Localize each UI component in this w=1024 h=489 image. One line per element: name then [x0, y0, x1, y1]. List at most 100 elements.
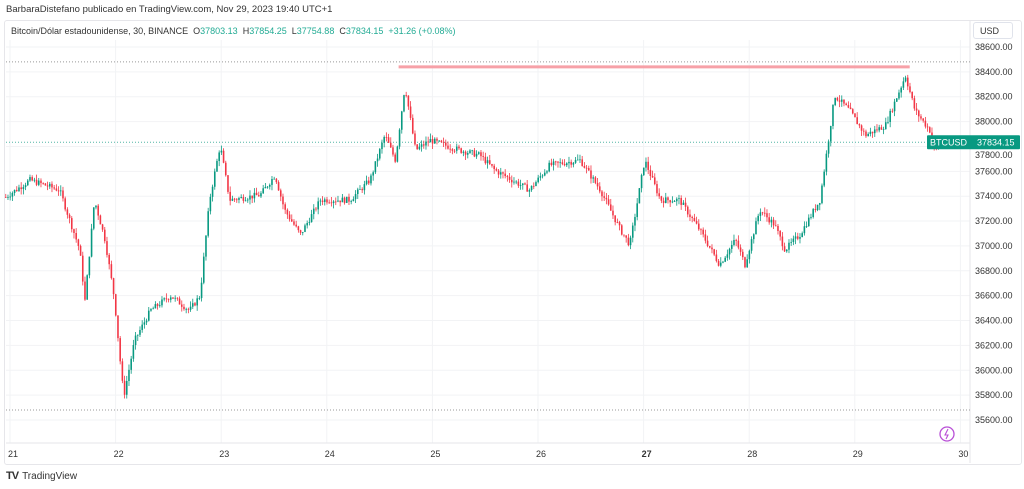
- candle-body: [814, 209, 817, 211]
- candle-body: [381, 142, 383, 150]
- candle-body: [629, 237, 632, 246]
- candle-body: [224, 162, 227, 176]
- candle-body: [583, 165, 586, 168]
- candle-body: [13, 189, 16, 193]
- candle-body: [306, 223, 308, 226]
- candle-body: [733, 240, 735, 245]
- candle-body: [350, 201, 352, 202]
- candle-body: [429, 138, 432, 143]
- candle-body: [651, 175, 654, 178]
- y-tick-label: 35600.00: [975, 415, 1013, 425]
- candle-body: [392, 147, 394, 155]
- candle-body: [810, 216, 812, 218]
- candle-body: [928, 127, 931, 133]
- candle-body: [537, 177, 539, 183]
- candle-body: [163, 298, 165, 300]
- candle-body: [761, 212, 764, 214]
- price-tag: [927, 135, 1020, 150]
- candle-body: [436, 138, 438, 141]
- candle-body: [779, 230, 781, 237]
- candle-body: [909, 86, 911, 93]
- candle-body: [18, 187, 20, 191]
- candle-body: [658, 193, 660, 197]
- candle-body: [880, 127, 883, 130]
- candle-body: [781, 236, 784, 247]
- candle-body: [858, 124, 861, 126]
- candle-body: [207, 211, 209, 236]
- x-tick-label: 24: [325, 449, 335, 459]
- candle-body: [752, 234, 755, 240]
- x-tick-label: 28: [747, 449, 757, 459]
- currency-button[interactable]: USD: [973, 22, 1013, 39]
- chart-frame[interactable]: [4, 20, 1022, 465]
- candle-body: [374, 161, 377, 173]
- candle-body: [563, 163, 566, 166]
- candle-body: [922, 118, 924, 121]
- y-tick-label: 36400.00: [975, 316, 1013, 326]
- y-tick-label: 36200.00: [975, 340, 1013, 350]
- candle-body: [757, 215, 759, 222]
- candle-body: [614, 215, 616, 223]
- candle-body: [4, 197, 7, 198]
- candle-body: [73, 229, 75, 234]
- candle-body: [618, 222, 621, 226]
- candle-body: [823, 171, 825, 186]
- candle-body: [31, 177, 33, 181]
- open-value: 37803.13: [200, 26, 238, 36]
- candle-body: [218, 152, 220, 161]
- candle-body: [295, 224, 297, 227]
- y-tick-label: 37400.00: [975, 191, 1013, 201]
- candle-body: [422, 144, 425, 146]
- candle-body: [737, 240, 740, 248]
- candle-body: [431, 138, 434, 144]
- candle-body: [44, 183, 47, 186]
- candle-body: [660, 196, 663, 201]
- x-tick-label: 29: [853, 449, 863, 459]
- candle-body: [77, 239, 80, 246]
- candle-body: [301, 231, 304, 233]
- candle-body: [315, 208, 317, 210]
- y-tick-label: 38600.00: [975, 42, 1013, 52]
- candle-body: [117, 315, 119, 339]
- candle-body: [508, 176, 511, 180]
- candle-body: [574, 159, 577, 163]
- candle-body: [601, 191, 603, 197]
- candle-body: [825, 153, 828, 172]
- candle-body: [330, 202, 333, 204]
- candle-body: [235, 199, 238, 201]
- candle-body: [211, 186, 214, 197]
- candle-body: [341, 197, 344, 203]
- candle-body: [323, 199, 326, 202]
- candle-body: [816, 204, 819, 211]
- tradingview-logo[interactable]: TV TradingView: [6, 470, 77, 482]
- candle-body: [603, 196, 605, 198]
- candle-body: [242, 197, 245, 201]
- candle-body: [442, 142, 445, 143]
- candle-body: [394, 154, 396, 162]
- candle-body: [570, 161, 572, 165]
- candle-body: [35, 179, 38, 185]
- price-tag-value: 37834.15: [977, 138, 1015, 148]
- publisher-header: BarbaraDistefano publicado en TradingVie…: [6, 4, 333, 15]
- candle-body: [627, 237, 630, 246]
- candle-body: [264, 186, 267, 189]
- candle-body: [700, 229, 702, 231]
- candle-body: [561, 162, 564, 164]
- candle-body: [898, 92, 900, 99]
- candle-body: [68, 214, 71, 219]
- candle-body: [81, 255, 84, 282]
- candle-body: [88, 256, 91, 276]
- candle-body: [356, 189, 359, 195]
- candle-body: [407, 95, 410, 107]
- candle-body: [799, 237, 801, 239]
- candle-body: [123, 380, 126, 395]
- lightning-icon[interactable]: [939, 426, 955, 442]
- candle-body: [290, 219, 293, 222]
- candle-body: [717, 260, 720, 266]
- candle-body: [198, 298, 201, 299]
- candle-body: [343, 197, 346, 203]
- candle-body: [370, 175, 372, 184]
- candle-body: [686, 206, 689, 215]
- candle-body: [202, 256, 205, 283]
